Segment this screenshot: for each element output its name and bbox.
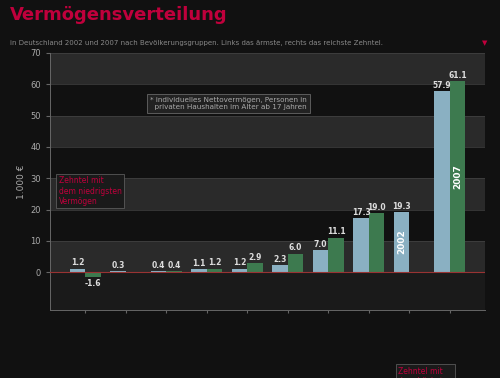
Bar xyxy=(272,265,288,272)
Text: 0.3: 0.3 xyxy=(112,261,124,270)
Text: 11.1: 11.1 xyxy=(326,227,345,236)
Y-axis label: 1.000 €: 1.000 € xyxy=(17,164,26,199)
Text: 2007: 2007 xyxy=(453,164,462,189)
Text: * individuelles Nettovermögen, Personen in
  privaten Haushalten im Alter ab 17 : * individuelles Nettovermögen, Personen … xyxy=(150,97,307,110)
Bar xyxy=(50,53,485,84)
Text: 0.4: 0.4 xyxy=(167,261,180,270)
Text: 1.1: 1.1 xyxy=(192,259,205,268)
Text: 17.3: 17.3 xyxy=(352,208,370,217)
Text: 1.2: 1.2 xyxy=(71,258,84,267)
Bar xyxy=(394,212,409,272)
Text: 6.0: 6.0 xyxy=(289,243,302,252)
Bar xyxy=(288,254,303,272)
Bar xyxy=(434,91,450,272)
Bar xyxy=(232,269,247,272)
Text: 0.4: 0.4 xyxy=(152,261,165,270)
Text: 2.3: 2.3 xyxy=(274,255,286,264)
Bar xyxy=(50,116,485,147)
Text: 19.0: 19.0 xyxy=(367,203,386,212)
Bar xyxy=(50,178,485,210)
Text: Zehntel mit
dem niedrigsten
Vermögen: Zehntel mit dem niedrigsten Vermögen xyxy=(58,176,122,206)
Bar xyxy=(166,271,182,272)
Bar xyxy=(192,269,206,272)
Bar xyxy=(247,263,262,272)
Bar xyxy=(70,269,85,272)
Text: Vermögensverteilung: Vermögensverteilung xyxy=(10,6,228,24)
Text: -1.6: -1.6 xyxy=(84,279,101,288)
Text: in Deutschland 2002 und 2007 nach Bevölkerungsgruppen. Links das ärmste, rechts : in Deutschland 2002 und 2007 nach Bevölk… xyxy=(10,40,383,46)
Bar xyxy=(206,269,222,272)
Bar xyxy=(110,271,126,272)
Text: 1.2: 1.2 xyxy=(233,258,246,267)
Text: ▼: ▼ xyxy=(482,40,488,46)
Bar xyxy=(50,84,485,116)
Bar xyxy=(50,147,485,178)
Text: 7.0: 7.0 xyxy=(314,240,328,249)
Text: Zehntel mit
dem höchsten
Vermögen: Zehntel mit dem höchsten Vermögen xyxy=(398,367,452,378)
Text: 2.9: 2.9 xyxy=(248,253,262,262)
Bar xyxy=(50,241,485,272)
Bar xyxy=(369,213,384,272)
Text: 1.2: 1.2 xyxy=(208,258,221,267)
Text: 57.9: 57.9 xyxy=(433,81,452,90)
Bar xyxy=(354,218,369,272)
Bar xyxy=(313,250,328,272)
Text: 61.1: 61.1 xyxy=(448,71,467,79)
Text: 19.3: 19.3 xyxy=(392,201,411,211)
Bar xyxy=(151,271,166,272)
Bar xyxy=(450,81,465,272)
Bar xyxy=(328,237,344,272)
Text: 2002: 2002 xyxy=(397,230,406,254)
Bar xyxy=(85,272,100,277)
Bar xyxy=(50,210,485,241)
